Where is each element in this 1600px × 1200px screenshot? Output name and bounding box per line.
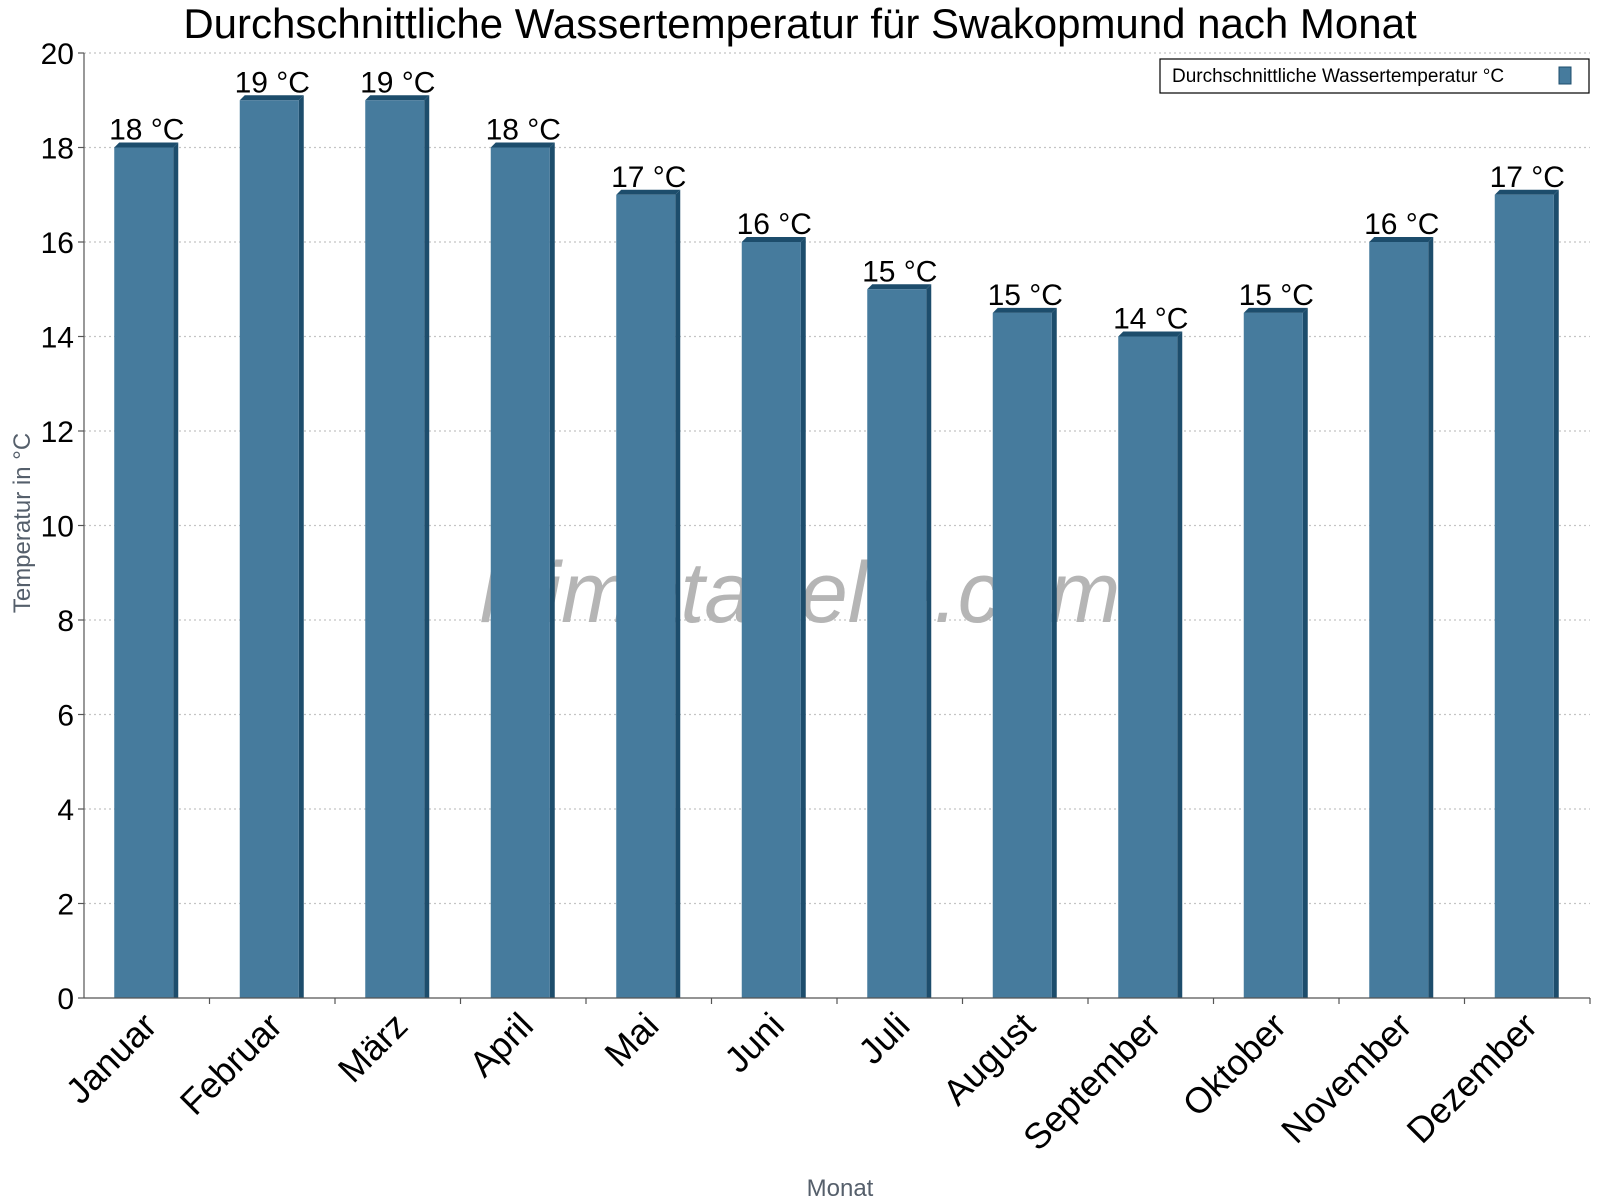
bar-top-März (365, 95, 430, 101)
y-tick-label-0: 0 (57, 983, 74, 1016)
bar-Juli (867, 289, 927, 998)
x-tick-label-Oktober: Oktober (1174, 1005, 1294, 1125)
y-axis-title: Temperatur in °C (9, 433, 36, 613)
bar-side-Juni (800, 237, 806, 998)
data-label-November: 16 °C (1364, 208, 1439, 241)
bar-April (490, 147, 550, 998)
bar-top-Februar (239, 95, 304, 101)
bar-Dezember (1494, 194, 1554, 998)
data-label-Januar: 18 °C (109, 114, 184, 147)
data-label-Dezember: 17 °C (1490, 161, 1565, 194)
data-label-Mai: 17 °C (611, 161, 686, 194)
bar-side-September (1177, 331, 1183, 998)
bar-September (1118, 336, 1178, 998)
x-tick-label-Juni: Juni (716, 1005, 792, 1081)
x-tick-label-November: November (1273, 1005, 1419, 1151)
legend-swatch (1558, 66, 1572, 85)
data-label-Oktober: 15 °C (1239, 279, 1314, 312)
bar-Januar (114, 147, 174, 998)
x-tick-label-Februar: Februar (172, 1005, 290, 1123)
y-tick-label-2: 2 (57, 889, 74, 922)
data-label-Juni: 16 °C (737, 208, 812, 241)
bar-side-Juli (926, 284, 932, 998)
y-tick-label-16: 16 (41, 227, 74, 260)
bar-top-Juli (867, 284, 932, 290)
bar-top-April (490, 142, 555, 148)
bar-August (992, 312, 1052, 998)
x-tick-label-Dezember: Dezember (1398, 1005, 1544, 1151)
chart-title: Durchschnittliche Wassertemperatur für S… (183, 0, 1417, 47)
data-label-Februar: 19 °C (235, 66, 310, 99)
x-tick-label-Juli: Juli (850, 1005, 917, 1072)
bar-side-August (1051, 307, 1057, 998)
bar-top-Juni (741, 237, 806, 242)
y-tick-label-6: 6 (57, 700, 74, 733)
bar-top-Mai (616, 189, 681, 195)
bar-März (365, 100, 425, 998)
bar-top-August (992, 307, 1057, 313)
x-tick-label-Mai: Mai (596, 1005, 666, 1075)
bars (114, 95, 1559, 998)
bar-top-Oktober (1243, 307, 1308, 313)
legend: Durchschnittliche Wassertemperatur °C (1159, 58, 1590, 94)
bar-side-November (1428, 237, 1434, 998)
x-tick-label-April: April (461, 1005, 541, 1085)
bar-top-September (1118, 331, 1183, 337)
legend-label: Durchschnittliche Wassertemperatur °C (1172, 66, 1504, 87)
x-tick-label-Januar: Januar (58, 1005, 165, 1112)
bar-side-Oktober (1302, 307, 1308, 998)
bar-top-Dezember (1494, 189, 1559, 195)
data-label-März: 19 °C (360, 66, 435, 99)
bar-top-November (1369, 237, 1434, 242)
x-tick-label-September: September (1015, 1005, 1169, 1159)
data-label-Juli: 15 °C (862, 255, 937, 288)
bar-side-Februar (298, 95, 304, 998)
data-label-September: 14 °C (1113, 303, 1188, 336)
gridlines (84, 52, 1590, 905)
bar-Mai (616, 194, 676, 998)
y-tick-label-8: 8 (57, 605, 74, 638)
y-tick-label-18: 18 (41, 133, 74, 166)
bar-November (1369, 242, 1429, 998)
data-label-April: 18 °C (486, 114, 561, 147)
data-label-August: 15 °C (988, 279, 1063, 312)
bar-side-März (424, 95, 430, 998)
legend-box (1159, 58, 1590, 94)
bar-Februar (239, 100, 299, 998)
bar-side-Mai (675, 189, 681, 998)
bar-Juni (741, 242, 801, 998)
x-tick-label-März: März (330, 1005, 416, 1091)
x-axis-title: Monat (807, 1175, 874, 1200)
bar-side-Januar (173, 142, 179, 998)
y-tick-label-20: 20 (41, 38, 74, 71)
y-tick-label-14: 14 (41, 322, 74, 355)
bar-top-Januar (114, 142, 179, 148)
data-labels: 18 °C 19 °C 19 °C 18 °C 17 °C 16 °C 15 °C 15 °C… (109, 66, 1565, 335)
bar-side-April (549, 142, 555, 998)
bar-side-Dezember (1553, 189, 1559, 998)
y-tick-label-12: 12 (41, 416, 74, 449)
x-tick-label-August: August (935, 1005, 1043, 1113)
y-tick-label-10: 10 (41, 511, 74, 544)
bar-Oktober (1243, 312, 1303, 998)
y-tick-label-4: 4 (57, 794, 74, 827)
